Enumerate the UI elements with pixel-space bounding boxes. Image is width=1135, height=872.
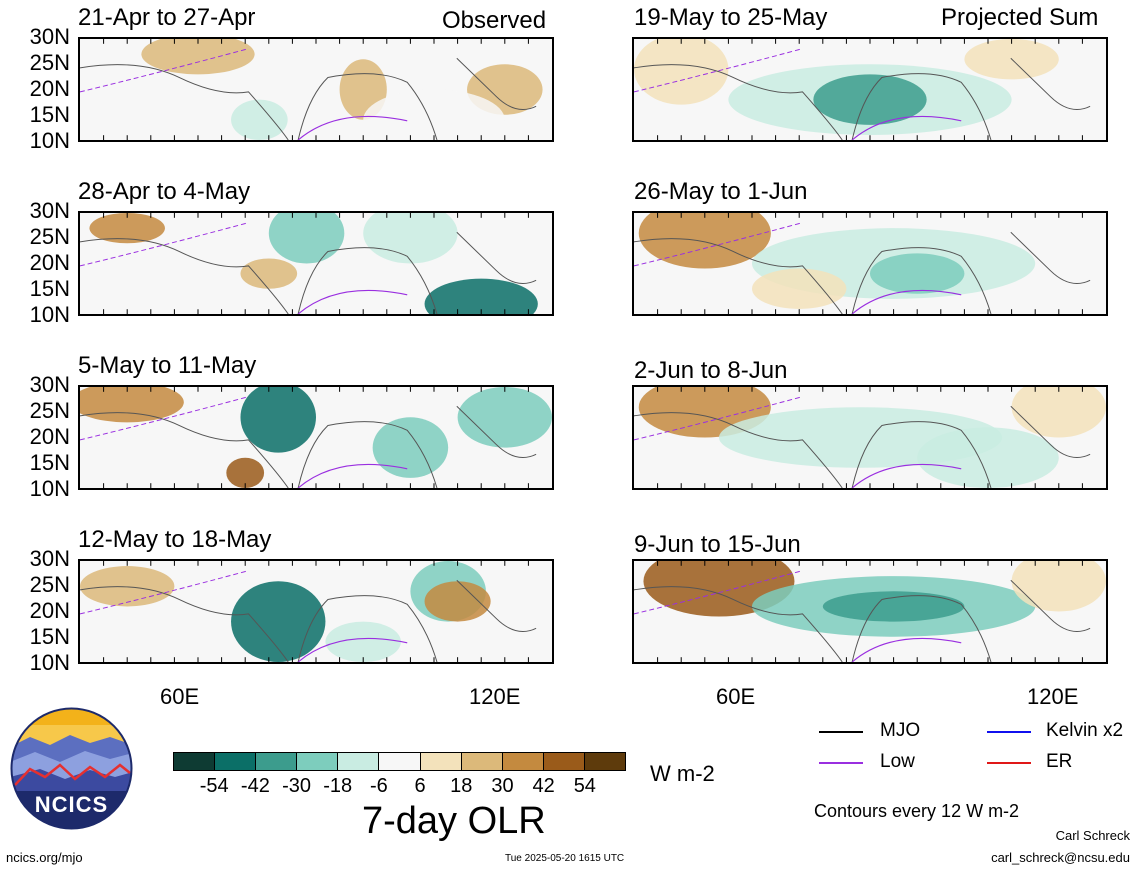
lat-label: 15N <box>29 102 70 127</box>
lon-label-60e-left: 60E <box>160 684 200 709</box>
footer-site: ncics.org/mjo <box>6 850 83 865</box>
legend-er-line <box>987 762 1031 764</box>
colorbar-segment <box>338 753 380 770</box>
lat-label: 20N <box>29 76 70 101</box>
colorbar-segment <box>379 753 421 770</box>
map-panel-4 <box>78 559 554 664</box>
contours-note: Contours every 12 W m-2 <box>814 801 1020 821</box>
colorbar-segment <box>543 753 585 770</box>
colorbar-segment <box>420 753 462 770</box>
lat-label: 15N <box>29 624 70 649</box>
colorbar-tick-label: -30 <box>282 775 311 797</box>
colorbar-tick-label: 42 <box>532 775 555 797</box>
footer-timestamp: Tue 2025-05-20 1615 UTC <box>505 853 625 864</box>
colorbar-units: W m-2 <box>650 761 715 786</box>
colorbar-tick-label: -42 <box>240 775 270 797</box>
lat-label: 10N <box>29 302 70 327</box>
colorbar-tick-label: 54 <box>573 775 596 797</box>
colorbar-segment <box>256 753 298 770</box>
colorbar-tick-label: -6 <box>370 775 388 797</box>
panel-title-7: 2-Jun to 8-Jun <box>634 357 788 384</box>
legend-kelvin-label: Kelvin x2 <box>1046 720 1124 741</box>
lat-label: 20N <box>29 424 70 449</box>
lat-label: 30N <box>29 372 70 397</box>
lon-label-120e-left: 120E <box>469 684 521 709</box>
legend-er-label: ER <box>1046 751 1073 772</box>
projected-label: Projected Sum <box>941 4 1099 31</box>
lat-label: 20N <box>29 250 70 275</box>
map-panel-2 <box>78 211 554 316</box>
colorbar-segment <box>215 753 257 770</box>
colorbar-tick-label: -54 <box>199 775 229 797</box>
map-panel-7 <box>632 385 1108 490</box>
lat-label: 30N <box>29 24 70 49</box>
colorbar-segment <box>174 753 216 770</box>
panel-title-5: 19-May to 25-May <box>634 4 828 31</box>
map-panel-5 <box>632 37 1108 142</box>
colorbar-segment <box>461 753 503 770</box>
colorbar-tick-label: 6 <box>414 775 426 797</box>
lat-label: 30N <box>29 198 70 223</box>
colorbar-title: 7-day OLR <box>362 800 546 842</box>
map-panel-1 <box>78 37 554 142</box>
lat-label: 10N <box>29 650 70 675</box>
colorbar-tick-label: -18 <box>323 775 353 797</box>
lon-label-120e-right: 120E <box>1027 684 1079 709</box>
lat-label: 25N <box>29 398 70 423</box>
panel-title-6: 26-May to 1-Jun <box>634 178 808 205</box>
panel-title-1: 21-Apr to 27-Apr <box>78 4 256 31</box>
observed-label: Observed <box>442 7 547 34</box>
colorbar-tick-label: 18 <box>450 775 473 797</box>
map-panel-6 <box>632 211 1108 316</box>
colorbar-tick-label: 30 <box>491 775 514 797</box>
lat-label: 20N <box>29 598 70 623</box>
lat-label: 30N <box>29 546 70 571</box>
lat-label: 10N <box>29 476 70 501</box>
colorbar-segment <box>584 753 626 770</box>
legend-low-label: Low <box>880 751 915 772</box>
legend-mjo-label: MJO <box>880 720 921 741</box>
lon-label-60e-right: 60E <box>716 684 756 709</box>
lat-label: 15N <box>29 276 70 301</box>
panel-title-2: 28-Apr to 4-May <box>78 178 251 205</box>
map-panel-3 <box>78 385 554 490</box>
lat-label: 25N <box>29 50 70 75</box>
footer-email: carl_schreck@ncsu.edu <box>991 850 1130 865</box>
ncics-logo: NCICS <box>10 707 133 830</box>
lat-label: 25N <box>29 572 70 597</box>
panel-title-4: 12-May to 18-May <box>78 526 272 553</box>
footer-author: Carl Schreck <box>1055 828 1130 843</box>
legend-mjo-line <box>819 731 863 733</box>
lat-label: 15N <box>29 450 70 475</box>
legend-low-line <box>819 762 863 764</box>
panel-title-8: 9-Jun to 15-Jun <box>634 531 801 558</box>
legend-kelvin-line <box>987 731 1031 733</box>
colorbar-segment <box>297 753 339 770</box>
lat-label: 25N <box>29 224 70 249</box>
lat-label: 10N <box>29 128 70 153</box>
logo-text: NCICS <box>34 792 109 817</box>
map-panel-8 <box>632 559 1108 664</box>
colorbar-segment <box>502 753 544 770</box>
colorbar <box>173 752 626 771</box>
panel-title-3: 5-May to 11-May <box>78 352 257 379</box>
